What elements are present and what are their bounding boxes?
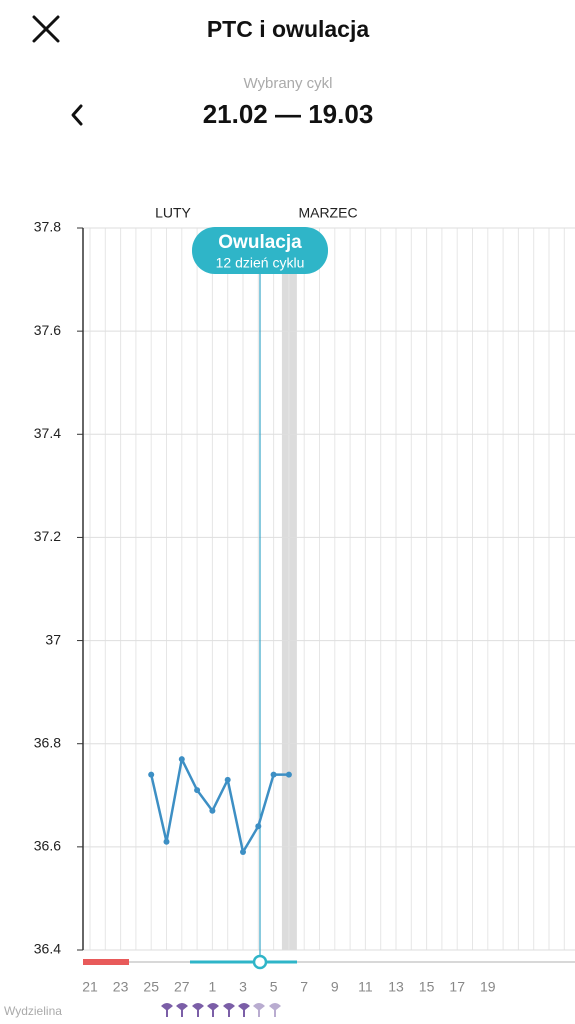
y-tick-label: 36.4 [34,941,61,957]
temperature-point [178,756,185,763]
discharge-icon [253,1003,265,1017]
temperature-point [148,771,155,778]
ovulation-day: 12 dzień cyklu [216,255,305,271]
temperature-point [270,771,277,778]
prev-cycle-button[interactable] [71,104,83,126]
x-tick-label: 17 [449,979,465,995]
x-tick-label: 9 [331,979,339,995]
discharge-icon [269,1003,281,1017]
y-tick-label: 37 [45,631,61,647]
x-tick-label: 25 [143,979,159,995]
x-tick-label: 7 [300,979,308,995]
temperature-point [209,807,216,814]
y-tick-label: 36.8 [34,734,61,750]
y-tick-label: 37.2 [34,528,61,544]
discharge-label: Wydzielina [4,1004,62,1018]
screen-title: PTC i owulacja [207,16,370,42]
month-label: MARZEC [298,205,357,221]
month-label: LUTY [155,205,191,221]
x-tick-label: 23 [113,979,129,995]
x-tick-label: 21 [82,979,98,995]
x-tick-label: 19 [480,979,496,995]
temperature-line [149,757,289,854]
discharge-icon [176,1003,188,1017]
cycle-range: 21.02 — 19.03 [203,99,374,129]
y-tick-label: 37.8 [34,219,61,235]
ovulation-marker [252,954,268,970]
x-tick-label: 27 [174,979,190,995]
discharge-icon [238,1003,250,1017]
x-tick-label: 13 [388,979,404,995]
x-tick-label: 1 [209,979,217,995]
period-bar [83,959,129,965]
y-tick-label: 37.6 [34,322,61,338]
y-tick-label: 37.4 [34,425,61,441]
y-tick-label: 36.6 [34,838,61,854]
temperature-point [255,823,262,830]
x-tick-label: 3 [239,979,247,995]
discharge-icon [207,1003,219,1017]
x-tick-label: 5 [270,979,278,995]
temperature-point [240,849,246,856]
discharge-icon [161,1003,173,1017]
x-tick-label: 11 [358,979,373,995]
temperature-point [194,787,201,794]
cycle-caption: Wybrany cykl [243,75,332,92]
discharge-icon [223,1003,235,1017]
temperature-point [285,771,292,778]
ovulation-bubble [192,227,328,274]
x-tick-label: 15 [419,979,435,995]
ovulation-title: Owulacja [218,232,302,253]
temperature-point [224,776,231,783]
discharge-icon [192,1003,204,1017]
close-button[interactable] [32,15,60,43]
temperature-point [163,838,170,845]
